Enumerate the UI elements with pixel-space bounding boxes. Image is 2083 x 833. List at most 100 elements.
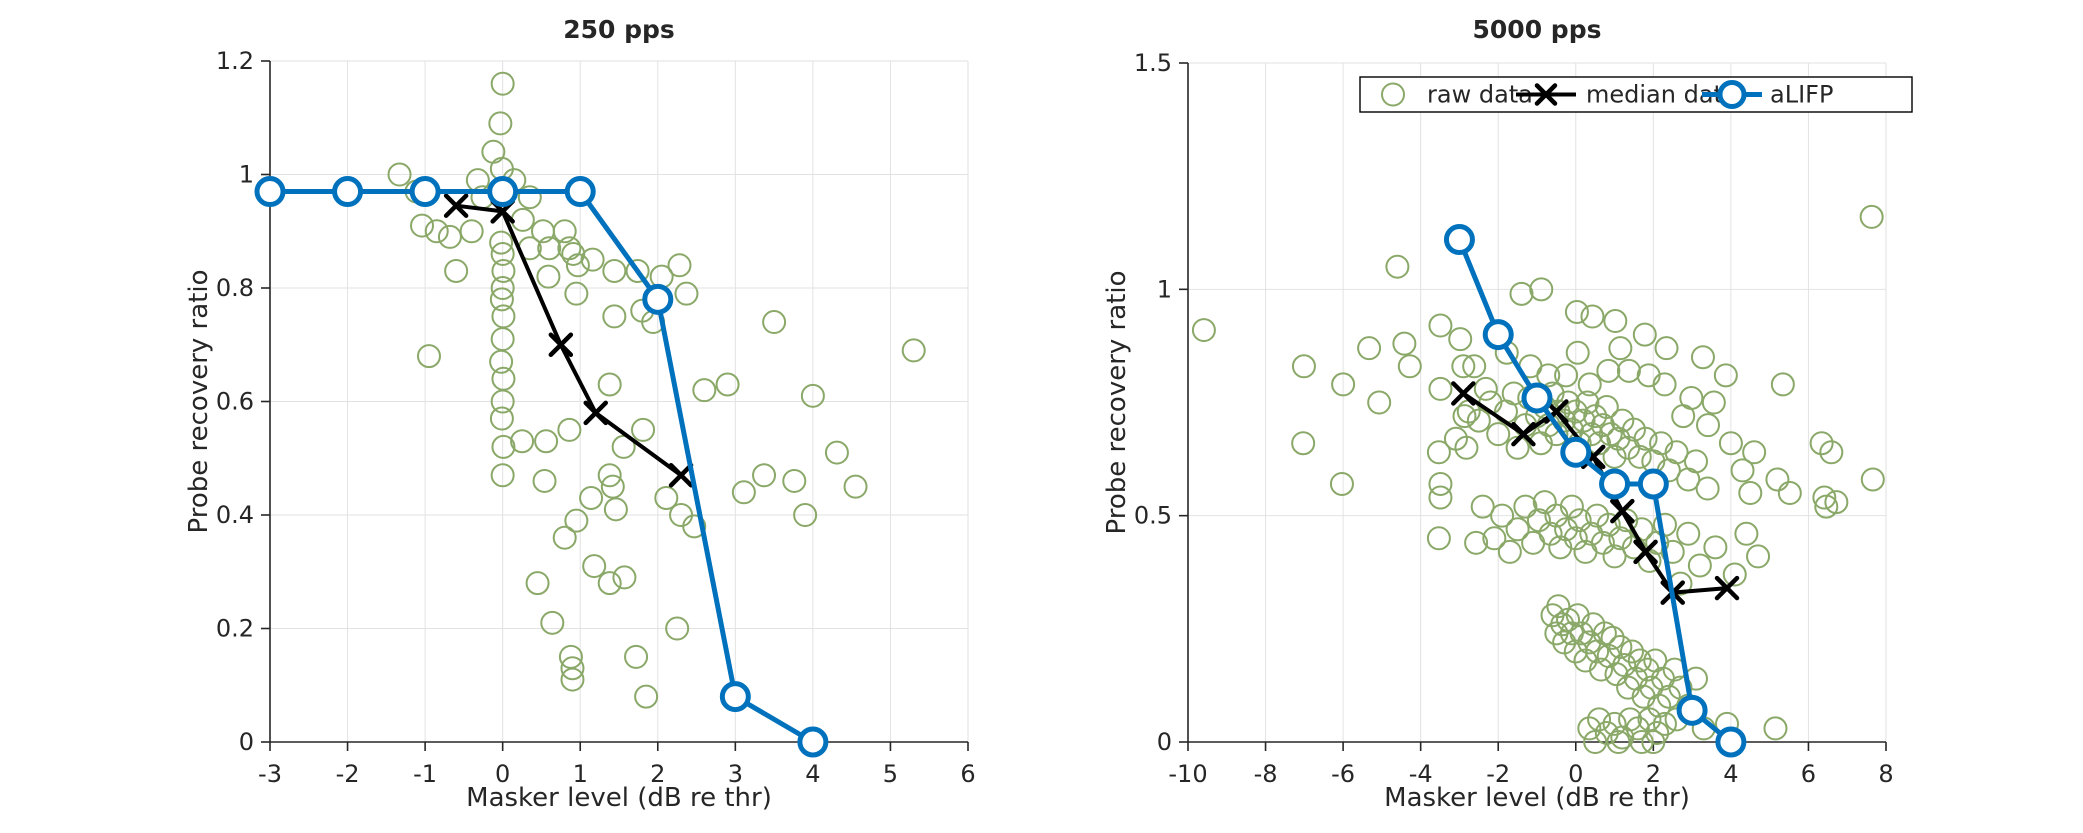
raw-data-point xyxy=(1426,440,1451,465)
raw-data-point xyxy=(490,241,515,266)
raw-data-point xyxy=(1734,521,1759,546)
raw-data-point xyxy=(1559,494,1584,519)
alifp-o-marker xyxy=(1715,726,1747,758)
raw-data-point xyxy=(1812,485,1837,510)
raw-data-point xyxy=(1636,363,1661,388)
raw-data-point xyxy=(1679,385,1704,410)
raw-data-point xyxy=(692,378,717,403)
raw-data-point xyxy=(667,253,692,278)
raw-data-point xyxy=(1357,336,1382,361)
raw-data-point xyxy=(1730,458,1755,483)
raw-data-point xyxy=(1329,471,1354,496)
raw-data-point xyxy=(1331,372,1356,397)
y-tick-label: 0.6 xyxy=(216,388,254,416)
x-tick-label: 2 xyxy=(650,760,665,788)
x-tick-label: 6 xyxy=(960,760,975,788)
raw-data-point xyxy=(510,207,535,232)
raw-data-point xyxy=(1392,331,1417,356)
raw-data-point xyxy=(444,258,469,283)
raw-data-point xyxy=(1509,281,1534,306)
raw-data-point xyxy=(1687,553,1712,578)
raw-data-point xyxy=(1616,358,1641,383)
raw-data-point xyxy=(564,281,589,306)
raw-data-point xyxy=(1575,390,1600,415)
raw-data-point xyxy=(1490,503,1515,528)
raw-data-point xyxy=(1608,634,1633,659)
alifp-o-marker xyxy=(254,176,286,208)
raw-data-point xyxy=(534,429,559,454)
raw-data-point xyxy=(489,287,514,312)
median-x-marker xyxy=(548,332,574,357)
raw-data-point xyxy=(532,468,557,493)
raw-data-point xyxy=(1763,716,1788,741)
x-axis-label: Masker level (dB re thr) xyxy=(466,783,772,813)
raw-data-point xyxy=(536,264,561,289)
raw-data-point xyxy=(1606,730,1631,754)
raw-data-point xyxy=(793,503,818,527)
raw-data-point xyxy=(1397,354,1422,379)
raw-data-point xyxy=(1629,730,1654,754)
plot-title: 5000 pps xyxy=(1473,15,1602,44)
raw-data-point xyxy=(459,219,484,244)
x-tick-label: -2 xyxy=(336,760,360,788)
chart-5000pps: -10 -8 -6 -4 -2 0 2 4 6 8 0 0.5 1 1.5 5000 pps Masker l… xyxy=(1102,15,1894,813)
raw-data-point xyxy=(1291,354,1316,379)
alifp-o-marker xyxy=(1599,468,1631,500)
raw-data-point xyxy=(1600,625,1625,650)
raw-data-point xyxy=(624,644,649,669)
raw-data-point xyxy=(1637,707,1662,732)
raw-data-point xyxy=(489,230,514,255)
raw-data-point xyxy=(1426,526,1451,551)
raw-data-point xyxy=(1590,413,1615,438)
raw-data-point xyxy=(602,258,627,283)
raw-data-point xyxy=(1536,363,1561,388)
raw-data-point xyxy=(1486,422,1511,447)
x-tick-label: -2 xyxy=(1486,760,1510,788)
raw-data-point xyxy=(1448,327,1473,352)
raw-data-point xyxy=(843,474,868,499)
raw-data-point xyxy=(731,480,756,505)
raw-data-point xyxy=(1462,354,1487,379)
raw-data-point xyxy=(557,417,582,442)
median-x-marker xyxy=(583,400,608,426)
y-tick-label: 1.2 xyxy=(216,47,254,75)
alifp-o-marker xyxy=(564,176,596,208)
raw-data-point xyxy=(1654,336,1679,361)
raw-data-point xyxy=(1529,277,1554,302)
legend-median-x-marker xyxy=(1534,83,1558,106)
x-tick-label: -4 xyxy=(1409,760,1433,788)
y-tick-label: 0.2 xyxy=(216,615,254,643)
legend-raw-marker xyxy=(1381,82,1405,107)
raw-data-point xyxy=(1571,408,1596,433)
raw-data-point xyxy=(1627,444,1652,469)
alifp-o-marker xyxy=(487,176,519,208)
raw-data-point xyxy=(1577,716,1602,741)
alifp-series xyxy=(254,176,829,758)
raw-data-point xyxy=(580,247,605,272)
raw-data-point xyxy=(1554,517,1579,542)
y-tick-label: 0 xyxy=(239,728,254,756)
x-tick-label: 0 xyxy=(495,760,510,788)
raw-data-point xyxy=(1501,381,1526,406)
x-tick-label: -8 xyxy=(1254,760,1278,788)
raw-data-point xyxy=(1583,730,1608,754)
raw-data-point xyxy=(1713,363,1738,388)
raw-data-point xyxy=(491,434,516,459)
raw-data-point xyxy=(1859,204,1884,229)
raw-data-point xyxy=(1701,390,1726,415)
alifp-o-marker xyxy=(1560,436,1592,468)
raw-data-point xyxy=(1464,530,1489,555)
raw-data-point xyxy=(1652,512,1677,537)
raw-data-point xyxy=(1191,318,1216,343)
raw-data-point xyxy=(560,656,585,681)
raw-data-point xyxy=(1765,467,1790,492)
raw-data-point xyxy=(800,383,825,408)
raw-data-point xyxy=(674,281,699,306)
raw-data-point xyxy=(752,463,777,488)
raw-data-point xyxy=(1618,707,1643,732)
raw-data-point xyxy=(1602,544,1627,569)
raw-data-point xyxy=(1505,435,1530,460)
raw-data-series xyxy=(1191,204,1885,754)
raw-data-point xyxy=(1683,449,1708,474)
